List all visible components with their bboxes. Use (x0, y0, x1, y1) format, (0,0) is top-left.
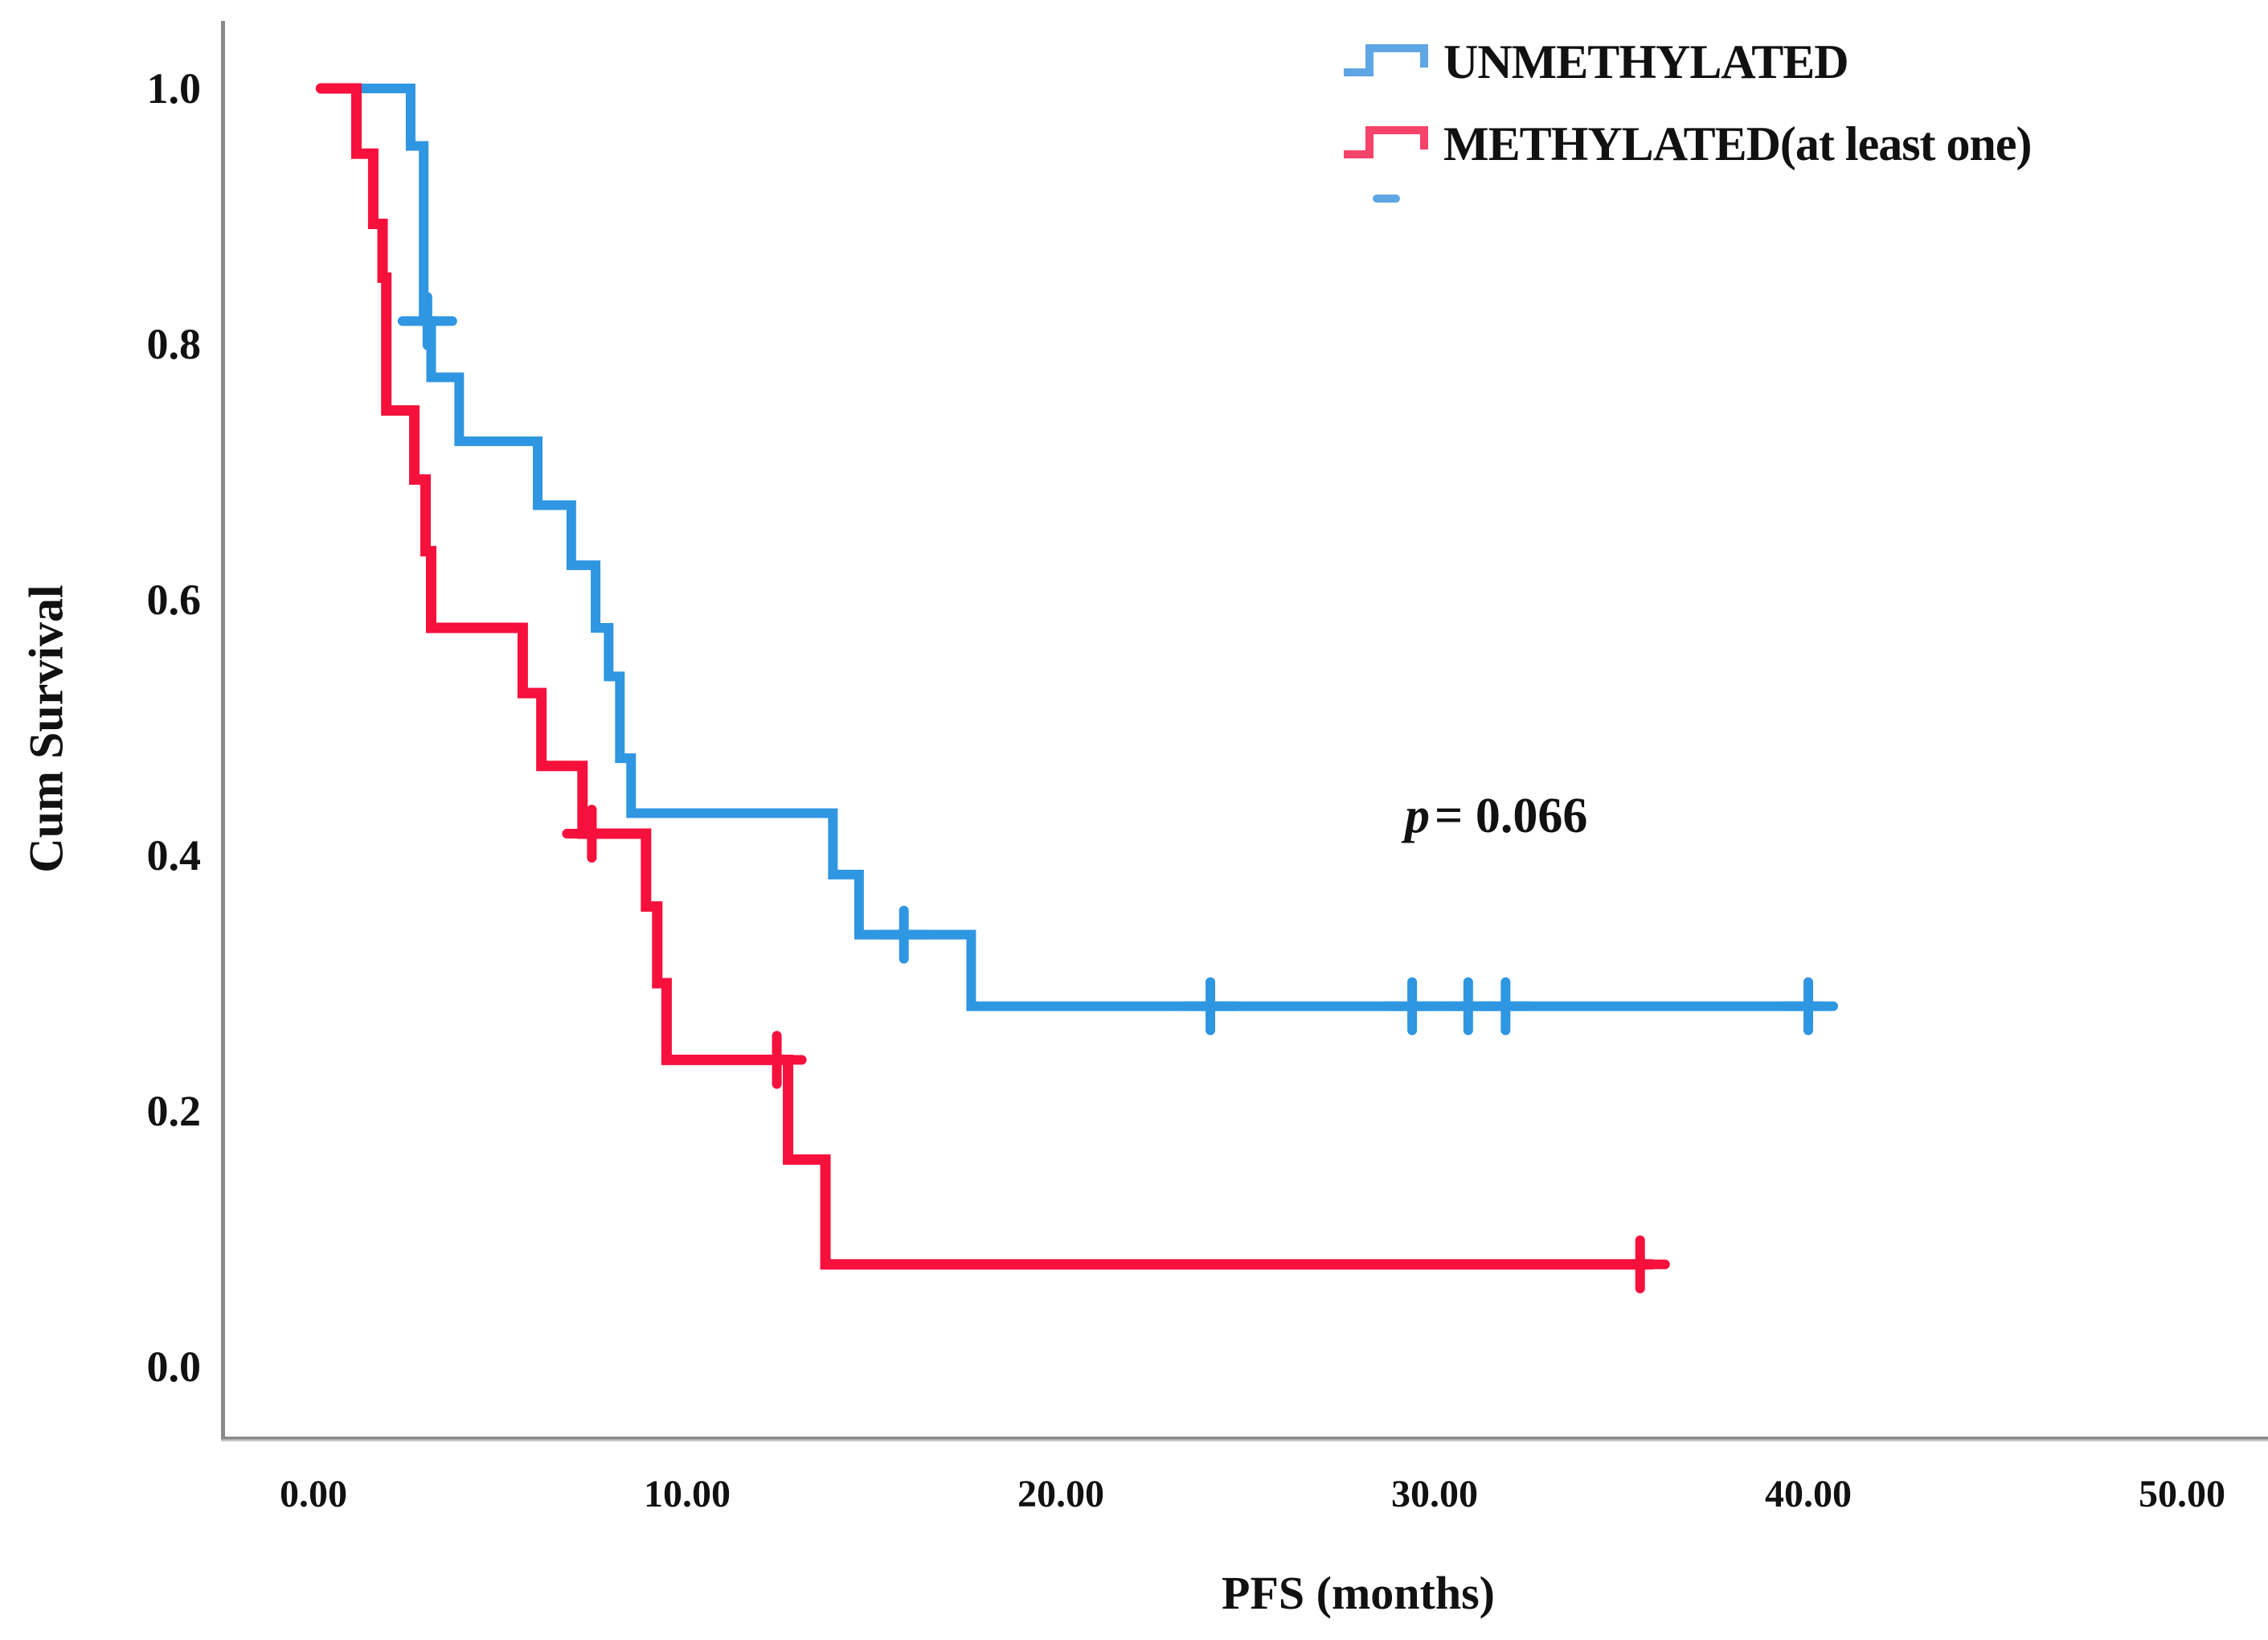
x-axis-title: PFS (months) (1222, 1567, 1495, 1619)
x-tick-label: 50.00 (2139, 1473, 2225, 1515)
x-tick-label: 0.00 (280, 1473, 347, 1515)
censor-mark-unmethylated (1382, 977, 1443, 1035)
censor-mark-unmethylated (1779, 977, 1838, 1035)
x-tick-label: 30.00 (1391, 1473, 1478, 1515)
km-curve-unmethylated (316, 84, 1824, 1011)
x-tick-label: 40.00 (1765, 1473, 1852, 1515)
legend: UNMETHYLATED METHYLATED(at least one) (1341, 32, 2033, 174)
y-tick-label: 0.8 (146, 320, 202, 368)
km-curve-methylated (315, 83, 1657, 1270)
legend-item-unmethylated: UNMETHYLATED (1341, 32, 2032, 92)
censor-mark-unmethylated (874, 905, 934, 964)
censor-mark-methylated (747, 1031, 807, 1089)
legend-label-methylated: METHYLATED(at least one) (1443, 117, 2033, 170)
legend-partial-censor-mark (1373, 195, 1400, 203)
methylated-step-swatch-icon (1344, 126, 1428, 158)
x-tick-label: 10.00 (644, 1473, 731, 1515)
y-tick-label: 0.6 (146, 576, 202, 624)
p-value-text: = 0.066 (1435, 789, 1588, 843)
censor-mark-unmethylated (1181, 977, 1240, 1035)
y-tick-label: 0.0 (146, 1343, 202, 1391)
p-symbol: p (1405, 789, 1430, 843)
censor-mark-methylated (1610, 1235, 1670, 1294)
censor-mark-unmethylated (397, 292, 457, 351)
legend-item-methylated: METHYLATED(at least one) (1341, 114, 2033, 174)
y-tick-label: 0.2 (146, 1087, 202, 1135)
y-tick-label: 1.0 (146, 64, 202, 113)
censor-mark-methylated (562, 804, 622, 863)
x-tick-label: 20.00 (1017, 1473, 1104, 1515)
y-tick-label: 0.4 (146, 831, 202, 879)
y-axis-line (221, 21, 225, 1441)
x-axis-line (221, 1437, 2268, 1441)
legend-label-unmethylated: UNMETHYLATED (1443, 35, 1849, 88)
p-value-annotation: p= 0.066 (1405, 788, 1587, 845)
censor-mark-unmethylated (1476, 977, 1536, 1035)
unmethylated-step-swatch-icon (1344, 44, 1428, 76)
